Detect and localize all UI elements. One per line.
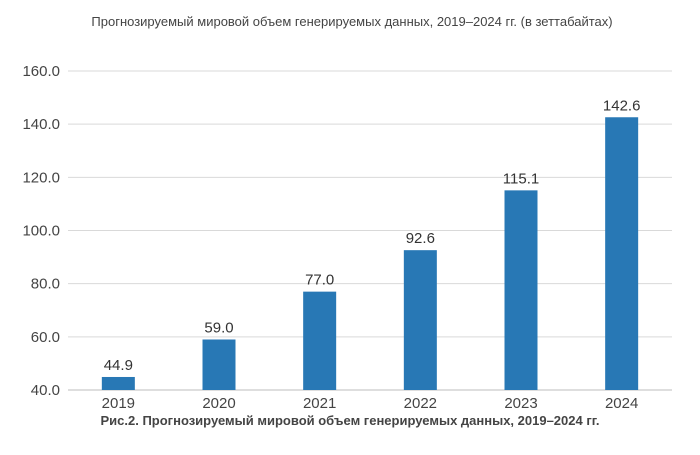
bar-2024 bbox=[605, 117, 639, 390]
x-tick-label-2020: 2020 bbox=[202, 395, 235, 412]
data-label-2019: 44.9 bbox=[104, 357, 133, 374]
y-tick-label: 60.0 bbox=[31, 329, 60, 346]
bar-2019 bbox=[101, 376, 135, 390]
data-labels: 44.9 59.0 77.0 92.6 115.1 142.6 bbox=[104, 97, 641, 374]
x-tick-label-2024: 2024 bbox=[605, 395, 638, 412]
data-label-2020: 59.0 bbox=[204, 319, 233, 336]
data-label-2024: 142.6 bbox=[603, 97, 641, 114]
grid-lines bbox=[68, 70, 672, 391]
bar-2020 bbox=[202, 339, 236, 390]
y-tick-label: 140.0 bbox=[22, 116, 60, 133]
x-tick-label-2021: 2021 bbox=[303, 395, 336, 412]
bar-2021 bbox=[303, 291, 337, 390]
y-tick-label: 80.0 bbox=[31, 276, 60, 293]
data-label-2023: 115.1 bbox=[503, 170, 539, 187]
x-axis-ticks: 2019 2020 2021 2022 2023 2024 bbox=[102, 395, 639, 412]
y-tick-label: 120.0 bbox=[22, 169, 60, 186]
y-tick-label: 160.0 bbox=[22, 63, 60, 80]
x-tick-label-2023: 2023 bbox=[504, 395, 537, 412]
chart-title: Прогнозируемый мировой объем генерируемы… bbox=[91, 14, 612, 29]
data-label-2022: 92.6 bbox=[406, 230, 435, 247]
figure-caption: Рис.2. Прогнозируемый мировой объем гене… bbox=[100, 413, 600, 428]
x-tick-label-2019: 2019 bbox=[102, 395, 135, 412]
y-tick-label: 100.0 bbox=[22, 223, 60, 240]
bars bbox=[101, 117, 639, 390]
bar-2022 bbox=[403, 250, 437, 390]
bar-2023 bbox=[504, 190, 538, 390]
x-tick-label-2022: 2022 bbox=[404, 395, 437, 412]
data-label-2021: 77.0 bbox=[305, 272, 334, 289]
y-tick-label: 40.0 bbox=[31, 382, 60, 399]
y-axis-ticks: 40.0 60.0 80.0 100.0 120.0 140.0 160.0 bbox=[22, 63, 60, 399]
